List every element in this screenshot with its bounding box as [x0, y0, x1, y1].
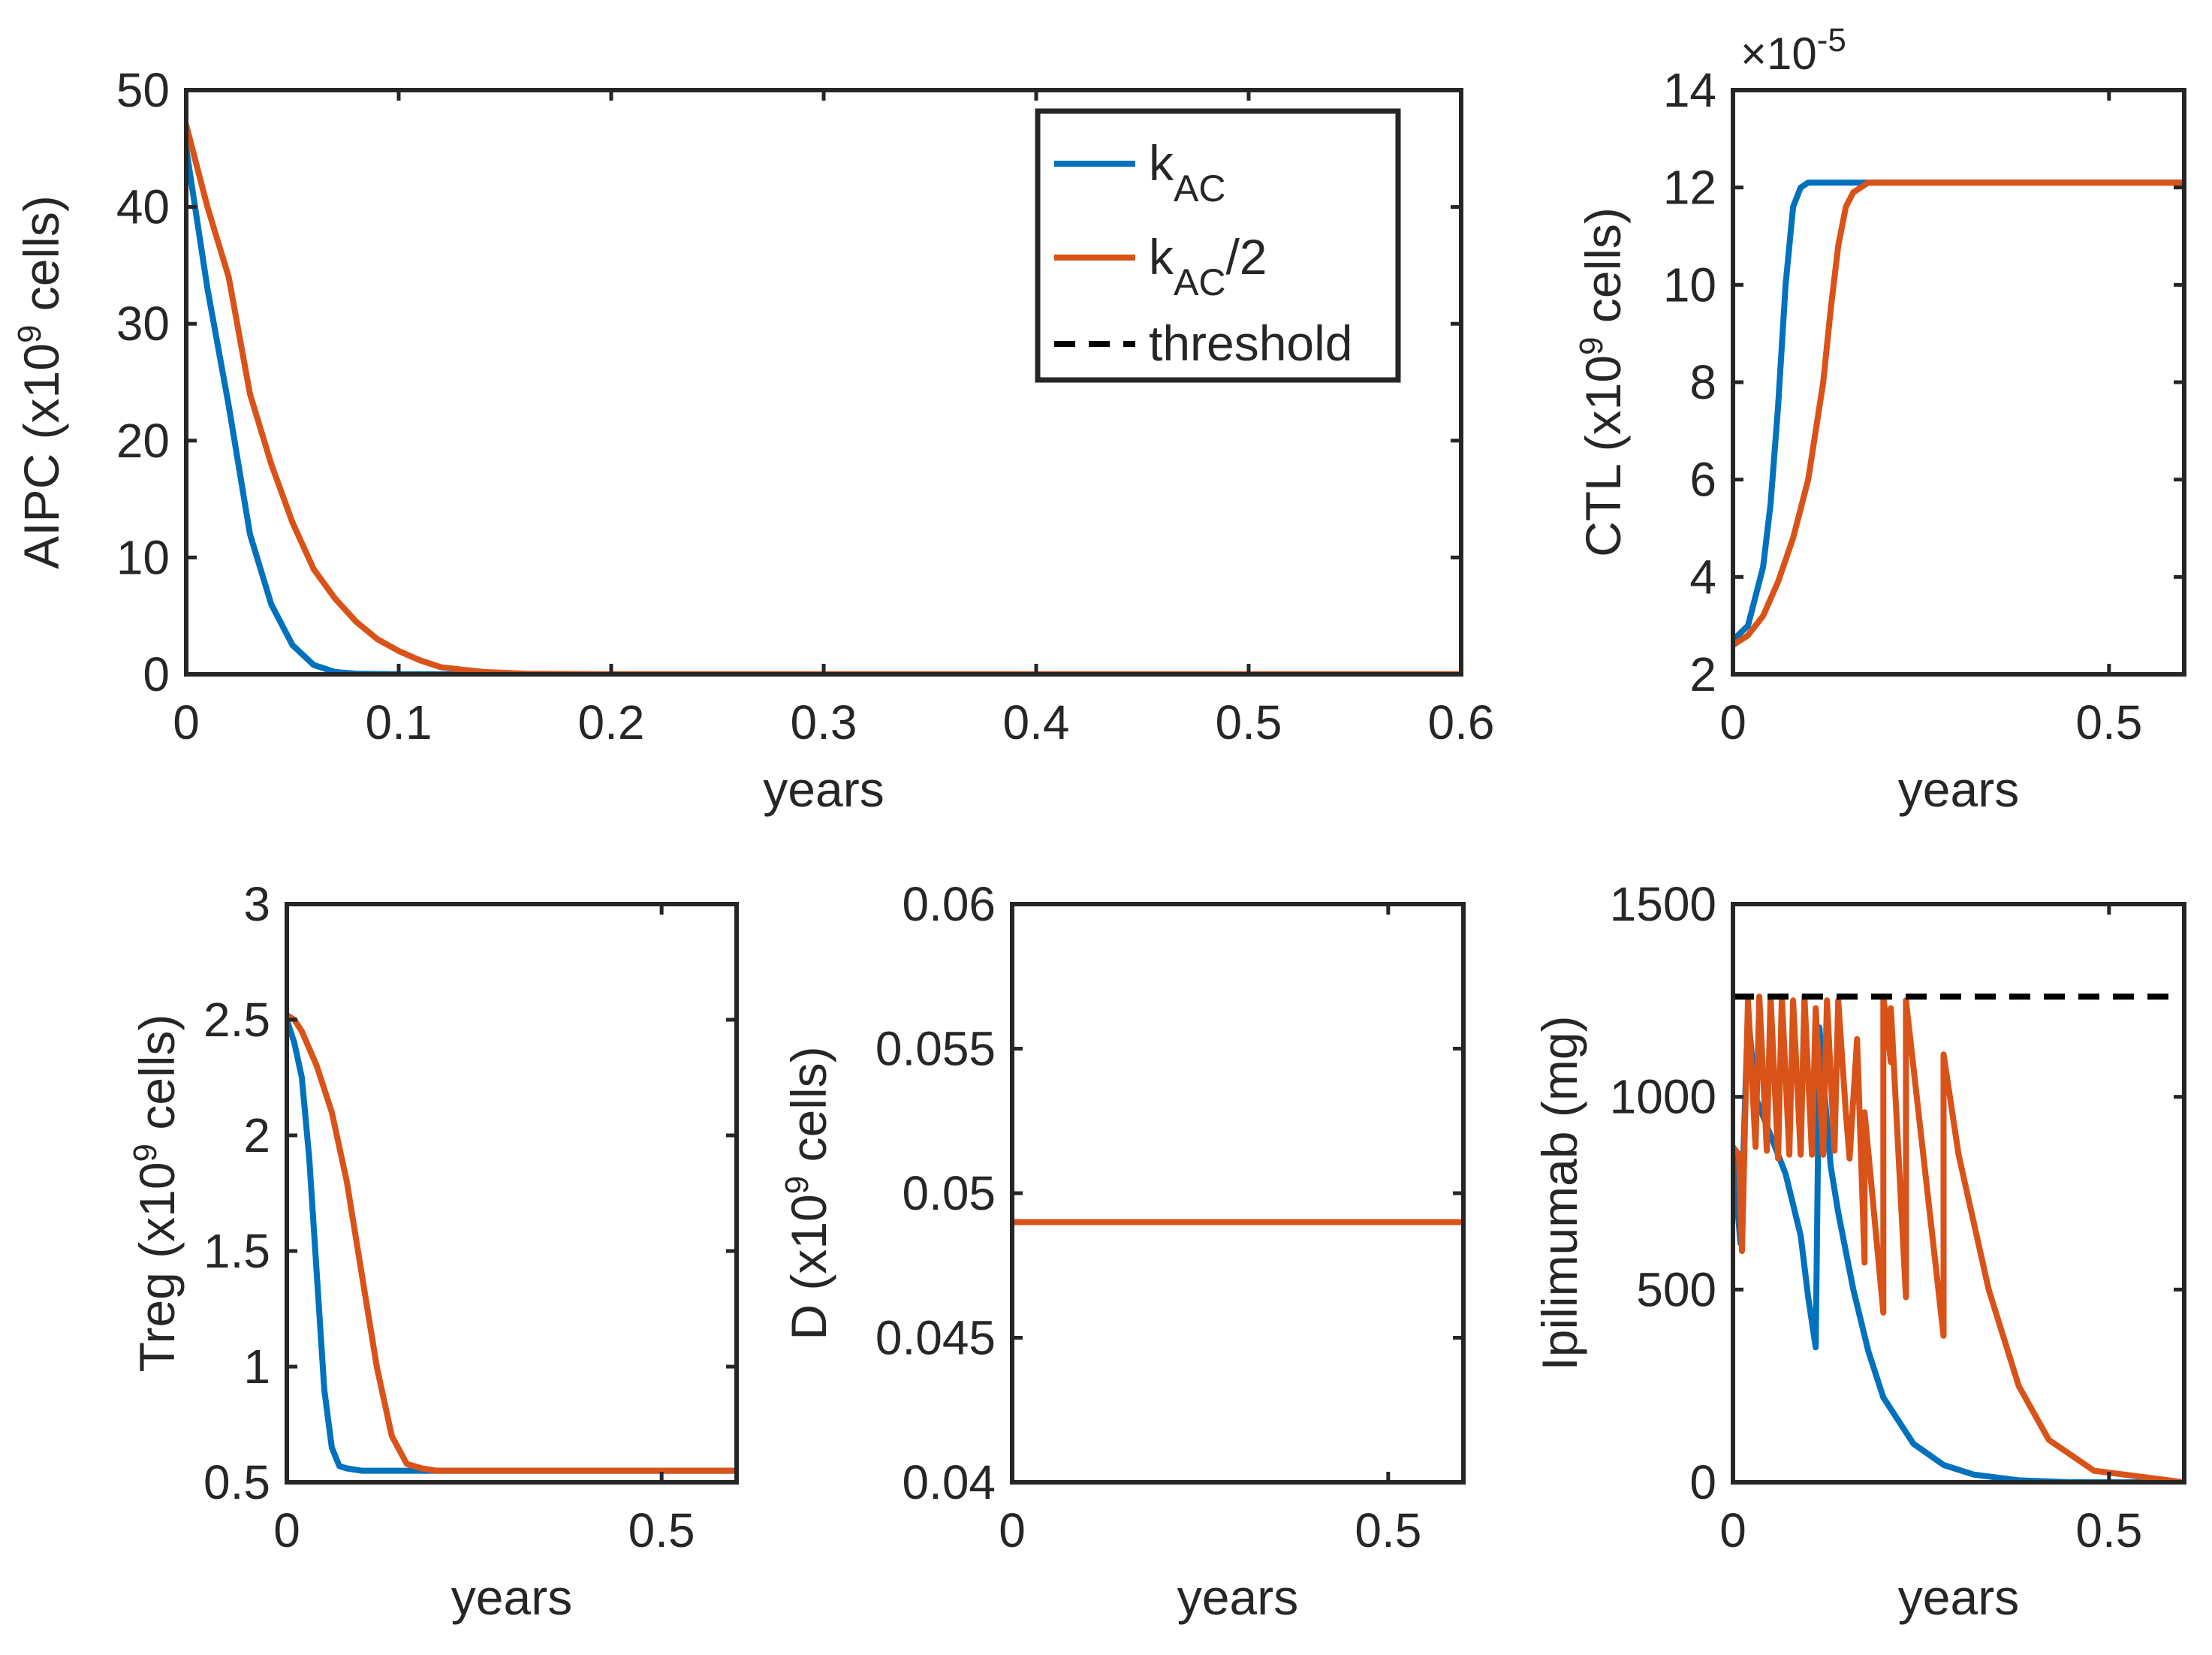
ipilimumab-x-tick-label: 0: [1719, 1503, 1746, 1557]
treg-y-tick-label: 1.5: [203, 1224, 270, 1278]
treg-y-tick-label: 0.5: [203, 1455, 270, 1509]
ipilimumab-y-tick-label: 500: [1636, 1262, 1716, 1316]
ctl-y-tick-label: 2: [1689, 647, 1716, 701]
treg-x-axis-label: years: [451, 1569, 572, 1625]
ipilimumab-y-axis-label: Ipilimumab (mg): [1532, 1015, 1587, 1370]
ctl-y-axis-label: CTL (x109 cells): [1573, 207, 1632, 557]
d-y-tick-label: 0.06: [902, 877, 996, 931]
treg-panel: 0 0.50.511.522.53 years Treg (x109 cells): [127, 877, 739, 1625]
d-x-tick-label: 0.5: [1355, 1503, 1421, 1557]
ctl-axes-frame: [1731, 88, 2186, 677]
ctl-y-tick-label: 8: [1689, 355, 1716, 409]
ctl-ylabel-tail: cells): [1575, 207, 1631, 336]
treg-series-kac-half: [287, 1011, 737, 1474]
d-ylabel-tail: cells): [781, 1046, 836, 1175]
d-y-tick-label: 0.04: [902, 1455, 996, 1509]
aipc-ylabel-tail: cells): [14, 195, 69, 324]
ctl-y-tick-label: 10: [1663, 258, 1716, 312]
aipc-x-tick-label: 0.6: [1428, 695, 1495, 749]
aipc-axes-frame: [184, 88, 1463, 677]
d-x-tick-label: 0: [999, 1503, 1026, 1557]
aipc-x-tick-label: 0.3: [791, 695, 857, 749]
ipilimumab-y-tick-label: 1500: [1610, 877, 1716, 931]
aipc-x-tick-label: 0.2: [578, 695, 645, 749]
treg-y-axis-label: Treg (x109 cells): [127, 1014, 185, 1373]
ctl-ylabel-sup: 9: [1573, 336, 1610, 354]
treg-y-tick-label: 1: [243, 1340, 270, 1394]
treg-y-tick-label: 2: [243, 1108, 270, 1162]
aipc-y-tick-label: 10: [116, 530, 170, 584]
ipilimumab-x-tick-label: 0.5: [2075, 1503, 2142, 1557]
d-axes-frame: [1010, 902, 1466, 1485]
ipilimumab-ylabel-main: Ipilimumab (mg): [1532, 1015, 1587, 1370]
aipc-y-tick-label: 0: [143, 647, 170, 701]
ipilimumab-panel: 0 0.5 0 500 1000 1500 years Ipilimumab (mg): [1532, 877, 2186, 1625]
aipc-x-axis-label: years: [763, 761, 884, 817]
ipilimumab-x-axis-label: years: [1898, 1569, 2019, 1625]
treg-series-kac: [287, 1017, 737, 1474]
ctl-panel: 0 0.5 2 4 6 8 10 12 14 years CTL (x109 cells) ×1…: [1573, 22, 2186, 817]
ctl-y-tick-label: 14: [1663, 63, 1716, 117]
ctl-x-tick-label: 0: [1719, 695, 1746, 749]
ipilimumab-axes-frame: [1731, 902, 2186, 1485]
treg-x-tick-label: 0: [273, 1503, 300, 1557]
aipc-x-tick-label: 0.5: [1216, 695, 1282, 749]
ctl-exponent-label: ×10-5: [1740, 22, 1846, 80]
d-x-axis-label: years: [1177, 1569, 1298, 1625]
treg-x-tick-label: 0.5: [628, 1503, 695, 1557]
aipc-y-tick-label: 50: [116, 63, 170, 117]
treg-ylabel-tail: cells): [129, 1014, 185, 1144]
aipc-x-tick-label: 0.4: [1003, 695, 1070, 749]
d-y-tick-label: 0.05: [902, 1166, 996, 1220]
aipc-ylabel-sup: 9: [11, 325, 48, 343]
treg-axes-frame: [285, 902, 739, 1485]
d-y-axis-label: D (x109 cells): [779, 1046, 837, 1340]
ctl-ylabel-main: CTL (x10: [1575, 355, 1631, 557]
treg-y-tick-label: 3: [243, 877, 270, 931]
ctl-x-tick-label: 0.5: [2075, 695, 2142, 749]
aipc-y-axis-label: AIPC (x109 cells): [11, 195, 70, 569]
ipilimumab-y-tick-label: 0: [1689, 1455, 1716, 1509]
ctl-series-kac-half: [1733, 179, 2184, 649]
ipilimumab-y-tick-label: 1000: [1610, 1070, 1716, 1124]
ipilimumab-series-kac-half: [1733, 993, 2184, 1482]
d-ylabel-main: D (x10: [781, 1194, 836, 1340]
aipc-x-tick-label: 0: [173, 695, 200, 749]
aipc-panel: 0 0.1 0.2 0.3 0.4 0.5 0.6 0 10 20 30 40 50 years AIP…: [11, 63, 1495, 817]
d-ylabel-sup: 9: [779, 1176, 815, 1194]
d-y-tick-label: 0.055: [875, 1022, 996, 1076]
treg-y-tick-label: 2.5: [203, 993, 270, 1047]
treg-ylabel-sup: 9: [127, 1144, 164, 1162]
treg-ylabel-main: Treg (x10: [129, 1162, 185, 1372]
aipc-y-tick-label: 30: [116, 297, 170, 351]
aipc-series-kac: [186, 145, 1461, 674]
aipc-y-tick-label: 40: [116, 180, 170, 234]
aipc-x-tick-label: 0.1: [366, 695, 432, 749]
d-y-tick-label: 0.045: [875, 1311, 996, 1365]
ctl-y-tick-label: 6: [1689, 453, 1716, 507]
aipc-ylabel-main: AIPC (x10: [14, 343, 69, 569]
ctl-series-kac: [1733, 179, 2184, 644]
legend: kAC kAC/2 threshold: [1035, 108, 1401, 383]
legend-label-threshold: threshold: [1149, 315, 1353, 371]
legend-label-kac: kAC: [1149, 135, 1225, 210]
legend-label-kac-half: kAC/2: [1149, 229, 1267, 303]
d-panel: 0 0.5 0.04 0.045 0.05 0.055 0.06 years D (x109…: [779, 877, 1466, 1625]
ctl-x-axis-label: years: [1898, 761, 2019, 817]
legend-box: [1035, 108, 1401, 383]
ctl-y-tick-label: 4: [1689, 550, 1716, 604]
aipc-y-tick-label: 20: [116, 414, 170, 468]
ctl-y-tick-label: 12: [1663, 161, 1716, 215]
